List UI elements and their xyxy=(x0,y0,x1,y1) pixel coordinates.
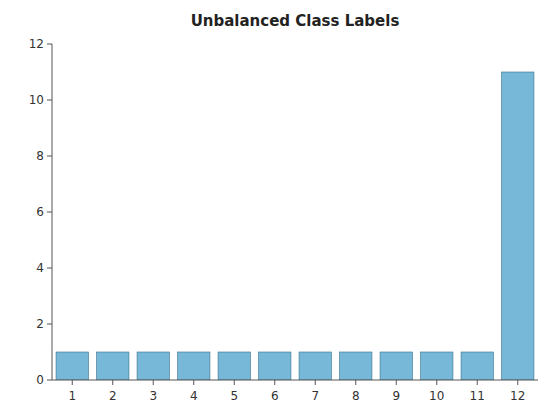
bar xyxy=(502,72,534,380)
y-tick-label: 6 xyxy=(36,205,44,219)
bar xyxy=(178,352,210,380)
title: Unbalanced Class Labels xyxy=(191,12,400,30)
bar xyxy=(97,352,129,380)
y-tick xyxy=(47,268,52,269)
x-tick xyxy=(153,380,154,385)
x-tick xyxy=(72,380,73,385)
bar xyxy=(380,352,412,380)
y-tick xyxy=(47,380,52,381)
y-tick-label: 2 xyxy=(36,317,44,331)
bar xyxy=(340,352,372,380)
x-tick-label: 12 xyxy=(510,389,525,403)
x-tick-label: 10 xyxy=(429,389,444,403)
y-tick-label: 10 xyxy=(29,93,44,107)
y-tick-label: 12 xyxy=(29,37,44,51)
x-tick-label: 7 xyxy=(311,389,319,403)
y-tick xyxy=(47,44,52,45)
x-tick xyxy=(517,380,518,385)
x-tick-label: 3 xyxy=(149,389,157,403)
bar xyxy=(137,352,169,380)
x-tick xyxy=(396,380,397,385)
x-tick-label: 9 xyxy=(392,389,400,403)
x-axis-line xyxy=(52,380,538,381)
bar xyxy=(461,352,493,380)
y-tick xyxy=(47,324,52,325)
chart-svg: 024681012123456789101112Unbalanced Class… xyxy=(0,0,560,420)
x-tick-label: 1 xyxy=(68,389,76,403)
y-tick-label: 8 xyxy=(36,149,44,163)
x-tick-label: 6 xyxy=(271,389,279,403)
x-tick xyxy=(436,380,437,385)
x-tick-label: 2 xyxy=(109,389,117,403)
bar xyxy=(421,352,453,380)
y-tick xyxy=(47,100,52,101)
y-tick-label: 0 xyxy=(36,373,44,387)
y-tick xyxy=(47,212,52,213)
x-tick xyxy=(193,380,194,385)
bars xyxy=(56,72,534,380)
x-tick xyxy=(112,380,113,385)
axes: 024681012123456789101112 xyxy=(29,37,538,404)
bar xyxy=(259,352,291,380)
y-tick xyxy=(47,156,52,157)
bar xyxy=(218,352,250,380)
x-tick xyxy=(355,380,356,385)
x-tick xyxy=(477,380,478,385)
x-tick xyxy=(315,380,316,385)
x-tick xyxy=(234,380,235,385)
x-tick-label: 11 xyxy=(470,389,485,403)
x-tick-label: 8 xyxy=(352,389,360,403)
x-tick-label: 5 xyxy=(230,389,238,403)
x-tick xyxy=(274,380,275,385)
y-tick-label: 4 xyxy=(36,261,44,275)
bar xyxy=(299,352,331,380)
chart-container: 024681012123456789101112Unbalanced Class… xyxy=(0,0,560,420)
bar xyxy=(56,352,88,380)
x-tick-label: 4 xyxy=(190,389,198,403)
